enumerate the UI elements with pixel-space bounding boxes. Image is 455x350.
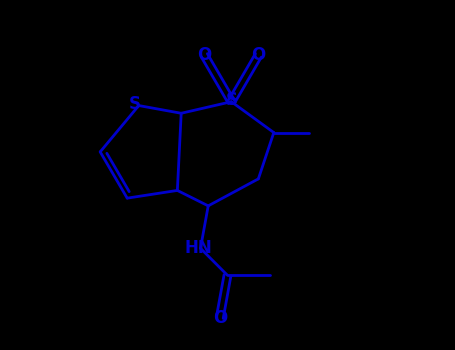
Text: S: S	[129, 94, 141, 113]
Text: O: O	[197, 47, 212, 64]
Text: S: S	[225, 91, 238, 109]
Text: HN: HN	[185, 239, 212, 257]
Text: O: O	[251, 47, 265, 64]
Text: O: O	[212, 309, 227, 327]
